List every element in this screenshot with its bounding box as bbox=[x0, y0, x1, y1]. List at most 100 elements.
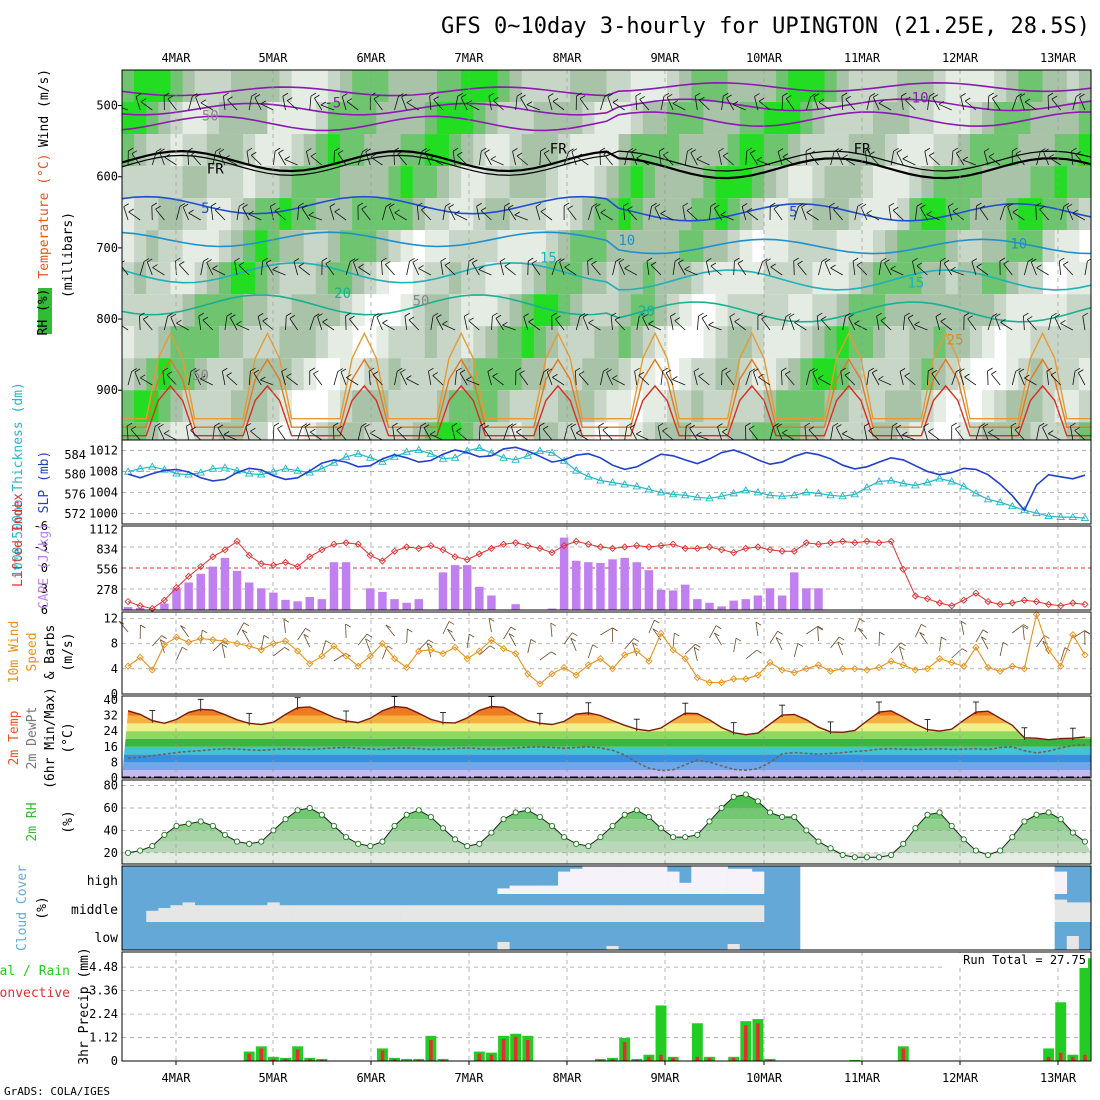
temp-tick-label: 16 bbox=[104, 740, 118, 754]
upper-wind-barb bbox=[170, 317, 177, 331]
upper-wind-barb-flag bbox=[587, 257, 593, 262]
upper-wind-barb bbox=[341, 96, 347, 111]
surface-wind-barb bbox=[733, 638, 737, 653]
upper-wind-barb bbox=[635, 96, 638, 111]
upper-wind-barb bbox=[520, 97, 529, 111]
rh-shade-cell bbox=[618, 134, 632, 167]
rh-line-point bbox=[197, 818, 204, 825]
lifted-index-line-point bbox=[512, 539, 520, 547]
rh-shade-cell bbox=[921, 166, 935, 199]
upper-wind-barb bbox=[142, 319, 153, 331]
upper-wind-barb bbox=[406, 378, 419, 386]
wind-speed-line-point bbox=[899, 661, 907, 669]
surface-wind-barb-flag bbox=[447, 628, 453, 633]
rh-shade-cell bbox=[1042, 358, 1056, 391]
upper-wind-barb bbox=[260, 103, 274, 111]
rh-shade-cell bbox=[170, 326, 184, 359]
surface-wind-barb-flag bbox=[899, 646, 905, 650]
upper-wind-barb bbox=[491, 316, 493, 331]
upper-wind-barb-flag bbox=[520, 94, 526, 99]
upper-wind-barb-flag bbox=[322, 318, 328, 323]
rh-shade-cell bbox=[606, 70, 620, 103]
temp-band bbox=[122, 731, 1091, 739]
wind-speed-line-point bbox=[923, 665, 932, 673]
upper-wind-barb-flag bbox=[786, 95, 792, 99]
upper-wind-barb bbox=[737, 263, 747, 276]
upper-wind-barb-flag bbox=[433, 96, 439, 100]
rh-shade-cell bbox=[158, 390, 171, 423]
upper-wind-barb bbox=[701, 317, 710, 331]
upper-wind-barb-flag bbox=[353, 258, 359, 263]
upper-wind-barb-flag bbox=[253, 369, 260, 374]
cloud-cell bbox=[654, 905, 668, 922]
upper-wind-barb bbox=[710, 265, 722, 276]
upper-wind-barb-flag bbox=[1051, 312, 1057, 317]
upper-wind-barb-flag bbox=[156, 148, 162, 152]
upper-wind-barb-flag bbox=[528, 318, 534, 323]
thickness-line-point bbox=[814, 488, 823, 497]
rh-shade-cell bbox=[388, 166, 402, 199]
upper-wind-barb bbox=[483, 428, 492, 440]
rh-shade-cell bbox=[1042, 166, 1056, 199]
rh-shade-cell bbox=[897, 70, 910, 103]
rh-shade-cell bbox=[182, 326, 196, 359]
rh-shade-cell bbox=[933, 358, 947, 391]
rh-shade-cell bbox=[763, 326, 777, 359]
rh-shade-cell bbox=[400, 294, 414, 327]
rh-shade-cell bbox=[485, 134, 498, 167]
rh-shade-cell bbox=[206, 326, 220, 359]
upper-wind-barb bbox=[960, 96, 965, 111]
wind-speed-line-point bbox=[548, 670, 556, 678]
upper-wind-barb-flag bbox=[218, 148, 225, 153]
rh-shade-cell bbox=[473, 102, 486, 135]
upper-wind-barb bbox=[151, 151, 157, 166]
upper-wind-barb bbox=[816, 316, 819, 331]
upper-wind-barb-flag bbox=[821, 258, 828, 262]
rh-shade-cell bbox=[231, 262, 244, 295]
upper-wind-barb bbox=[540, 211, 553, 221]
rh-tick-label: 80 bbox=[104, 779, 118, 793]
upper-wind-barb bbox=[188, 212, 201, 221]
upper-wind-barb bbox=[1062, 264, 1074, 276]
upper-wind-barb-flag bbox=[512, 148, 518, 152]
upper-wind-barb bbox=[638, 374, 650, 386]
upper-wind-barb bbox=[1072, 96, 1077, 111]
rh-shade-cell bbox=[618, 166, 632, 199]
upper-wind-barb-flag bbox=[428, 367, 434, 372]
cape-bar bbox=[753, 595, 763, 610]
upper-wind-barb bbox=[773, 208, 783, 221]
upper-wind-barb bbox=[361, 208, 371, 221]
rh-shade-cell bbox=[267, 134, 280, 167]
upper-wind-barb-flag bbox=[507, 423, 514, 428]
rh-shade-cell bbox=[594, 390, 607, 423]
rh-shade-cell bbox=[1078, 358, 1091, 391]
rh-shade-cell bbox=[594, 358, 607, 391]
rh-tick-label: 40 bbox=[104, 823, 118, 837]
upper-wind-barb-flag bbox=[162, 367, 169, 372]
rh-line-point bbox=[791, 813, 798, 821]
upper-wind-barb-flag bbox=[456, 427, 462, 432]
upper-wind-barb-flag bbox=[722, 152, 729, 157]
wind-speed-line-point bbox=[378, 639, 387, 648]
upper-wind-barb bbox=[507, 207, 516, 221]
temp-bands bbox=[122, 706, 1091, 778]
upper-wind-barb bbox=[159, 151, 165, 166]
wind-speed-line-point bbox=[269, 639, 278, 648]
upper-wind-barb bbox=[842, 157, 856, 166]
wind-speed-line-point bbox=[233, 639, 241, 648]
ylabel-wind10m: 10m Wind bbox=[7, 621, 22, 684]
rh-shade-cell bbox=[206, 102, 220, 135]
rh-shade-cell bbox=[558, 390, 571, 423]
upper-wind-barb-flag bbox=[648, 320, 654, 325]
lifted-index-line-point bbox=[427, 541, 435, 550]
upper-wind-barb-flag bbox=[436, 314, 442, 318]
upper-wind-barb bbox=[317, 316, 323, 331]
rh-shade-cell bbox=[436, 262, 450, 295]
upper-wind-barb bbox=[939, 261, 941, 276]
rh-shade-cell bbox=[1018, 294, 1031, 327]
upper-wind-barb-flag bbox=[421, 148, 428, 152]
precip-convective-bar bbox=[320, 1059, 324, 1061]
upper-wind-barb bbox=[734, 321, 747, 331]
upper-wind-barb bbox=[824, 261, 831, 276]
upper-wind-barb bbox=[705, 261, 710, 276]
